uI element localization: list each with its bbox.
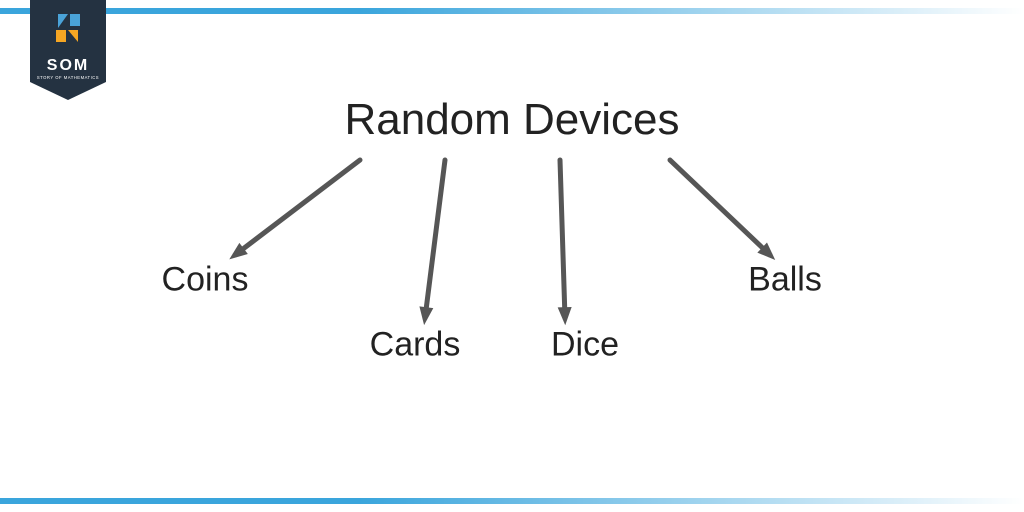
arrow-to-balls <box>670 160 770 255</box>
arrow-to-cards <box>425 160 445 318</box>
arrow-to-dice <box>560 160 565 318</box>
diagram-arrows <box>0 0 1024 512</box>
arrow-to-coins <box>235 160 360 255</box>
